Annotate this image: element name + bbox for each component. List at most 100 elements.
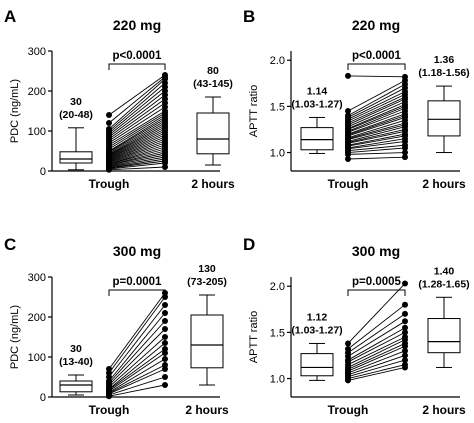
pair-line: [108, 146, 166, 165]
pair-line: [347, 364, 406, 379]
pair-line: [108, 86, 166, 134]
point-2-hours: [402, 352, 408, 359]
annotation-2-hours: 130(73-205): [187, 263, 227, 288]
point-2-hours: [402, 154, 408, 161]
pair-line: [347, 147, 406, 153]
box-2-hours: [190, 294, 224, 386]
p-value-label: p<0.0001: [352, 50, 402, 62]
point-2-hours: [162, 382, 168, 388]
pair-line: [347, 110, 406, 133]
box-iqr: [59, 380, 93, 393]
pair-line: [108, 82, 166, 132]
pair-line: [108, 102, 166, 142]
pair-line: [108, 114, 166, 150]
significance-bracket: [347, 63, 406, 70]
point-2-hours: [162, 302, 168, 308]
pair-line: [347, 156, 406, 160]
x-tick-label: 2 hours: [191, 177, 235, 191]
panel-title: 300 mg: [113, 243, 161, 259]
point-2-hours: [402, 357, 408, 364]
pair-line: [347, 320, 406, 357]
pair-line: [108, 320, 166, 384]
pair-line: [347, 350, 406, 374]
point-trough: [345, 108, 351, 114]
box-iqr: [427, 100, 461, 137]
pair-line: [108, 364, 166, 394]
pair-line: [108, 162, 166, 170]
y-tick-label: 2.0: [270, 55, 285, 67]
annotation-2-hours: 1.36(1.18-1.56): [418, 54, 469, 79]
y-axis-label: APTT ratio: [248, 85, 260, 137]
panel-title: 220 mg: [352, 17, 400, 33]
pair-line: [347, 129, 406, 143]
pair-line: [347, 359, 406, 378]
annotation-iqr: (73-205): [187, 276, 227, 288]
pair-line: [347, 130, 406, 144]
y-axis-label: APTT ratio: [248, 311, 260, 363]
x-tick-label: Trough: [89, 177, 130, 191]
pair-line: [347, 124, 406, 141]
pair-line: [108, 120, 166, 154]
point-2-hours: [402, 361, 408, 368]
point-2-hours: [402, 280, 408, 287]
y-tick-label: 0: [40, 392, 46, 404]
y-tick-label: 200: [28, 312, 46, 324]
point-trough: [106, 366, 112, 372]
panel-b: B 220 mg 1.0 1.5 2.0 APTT ratio Trough 2 hours 1…: [243, 7, 470, 191]
pair-line: [108, 376, 166, 396]
pair-line: [108, 106, 166, 144]
pair-line: [347, 331, 406, 363]
panel-a: A 220 mg 0 100 200 300 PDC (ng/mL) Trough 2 hour…: [4, 7, 235, 191]
pair-line: [108, 342, 166, 390]
point-2-hours: [402, 73, 408, 80]
box-trough: [59, 374, 93, 396]
x-tick-label: 2 hours: [422, 177, 466, 191]
point-2-hours: [402, 310, 408, 317]
annotation-iqr: (1.03-1.27): [291, 324, 342, 336]
y-axis-label: PDC (ng/mL): [9, 305, 21, 369]
point-2-hours: [402, 324, 408, 331]
pair-line: [108, 124, 166, 156]
pair-line: [108, 352, 166, 392]
pair-line: [108, 144, 166, 164]
pair-line: [347, 122, 406, 140]
pair-line: [347, 117, 406, 137]
box-2-hours: [427, 296, 461, 368]
x-tick-label: 2 hours: [185, 403, 229, 417]
x-tick-label: Trough: [328, 177, 369, 191]
annotation-iqr: (20-48): [59, 109, 93, 121]
point-2-hours: [162, 374, 168, 380]
pair-line: [347, 91, 406, 120]
pair-line: [108, 110, 166, 146]
p-value-label: p<0.0001: [113, 50, 163, 62]
pair-line: [347, 141, 406, 150]
point-trough: [106, 126, 112, 132]
box-iqr: [300, 353, 334, 377]
y-tick-label: 1.0: [270, 374, 285, 386]
box-iqr: [300, 127, 334, 151]
point-2-hours: [162, 72, 168, 78]
annotation-median: 30: [70, 343, 82, 355]
pair-line: [347, 345, 406, 372]
paired-series: [106, 72, 168, 173]
y-tick-label: 100: [28, 352, 46, 364]
significance-bracket: [108, 63, 166, 70]
pair-line: [108, 312, 166, 382]
annotation-trough: 30(13-40): [59, 343, 93, 368]
annotation-median: 80: [207, 65, 219, 77]
pair-line: [108, 94, 166, 138]
pair-line: [347, 327, 406, 361]
panel-label: C: [4, 235, 16, 254]
pair-line: [347, 93, 406, 122]
point-trough: [106, 112, 112, 118]
point-2-hours: [402, 347, 408, 354]
pair-line: [347, 101, 406, 128]
panel-label: D: [243, 235, 255, 254]
pair-line: [108, 130, 166, 158]
box-trough: [300, 116, 334, 154]
annotation-2-hours: 80(43-145): [193, 65, 233, 90]
point-trough: [345, 346, 351, 352]
paired-series: [345, 280, 408, 384]
pair-line: [108, 154, 166, 167]
